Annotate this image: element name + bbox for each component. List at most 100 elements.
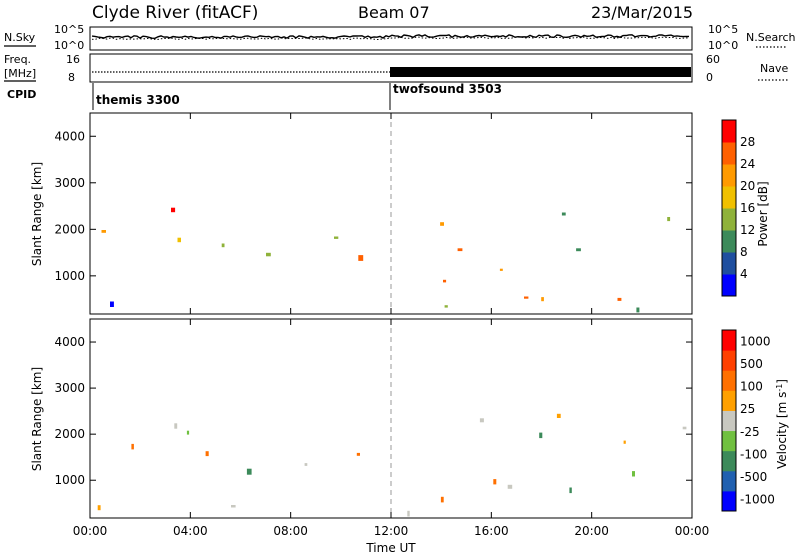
power-x-ticks <box>89 113 693 314</box>
colorbar-tick-label: -1000 <box>740 493 775 507</box>
nsky-tick-high: 10^5 <box>54 23 84 36</box>
scatter-cell <box>101 230 106 233</box>
power-colorbar-label: Power [dB] <box>756 181 770 246</box>
freq-panel: Freq. [MHz] 16 8 60 0 Nave <box>4 53 788 84</box>
colorbar-segment <box>722 470 736 492</box>
nave-tick-low: 0 <box>706 71 713 84</box>
y-tick-label: 1000 <box>54 269 85 283</box>
colorbar-segment <box>722 164 736 187</box>
colorbar-tick-label: -500 <box>740 470 767 484</box>
scatter-cell <box>617 297 622 301</box>
colorbar-tick-label: -100 <box>740 447 767 461</box>
nsearch-tick-high: 10^5 <box>708 23 738 36</box>
colorbar-segment <box>722 490 736 512</box>
scatter-cell <box>576 248 581 252</box>
x-tick-label: 00:00 <box>675 524 710 538</box>
power-y-ticks: 1000 2000 3000 4000 <box>54 129 692 283</box>
nsearch-tick-low: 10^0 <box>708 39 738 52</box>
power-colorbar: 4 8 12 16 20 24 28 <box>721 119 755 297</box>
colorbar-segment <box>722 410 736 432</box>
scatter-cell <box>499 268 503 271</box>
scatter-cell <box>556 413 561 418</box>
colorbar-segment <box>722 390 736 411</box>
y-tick-label: 4000 <box>54 129 85 143</box>
y-tick-label: 3000 <box>54 381 85 395</box>
freq-tick-low: 8 <box>68 71 75 84</box>
velocity-colorbar-label: Velocity [m s-1] <box>775 379 789 469</box>
colorbar-tick-label: 8 <box>740 245 748 259</box>
scatter-cell <box>171 207 176 213</box>
scatter-cell <box>358 255 364 261</box>
colorbar-tick-label: 20 <box>740 179 755 193</box>
cpid-panel: CPID themis 3300 twofsound 3503 <box>7 82 502 110</box>
nsky-label: N.Sky <box>4 31 36 44</box>
power-heatmap-cells <box>101 207 671 313</box>
y-tick-label: 2000 <box>54 427 85 441</box>
colorbar-frame <box>721 119 737 297</box>
scatter-cell <box>569 487 572 494</box>
scatter-cell <box>457 248 463 252</box>
nave-trace-twofsound <box>390 67 691 77</box>
x-tick-label: 20:00 <box>574 524 609 538</box>
scatter-cell <box>479 418 484 423</box>
x-tick-label: 00:00 <box>73 524 108 538</box>
scatter-cell <box>356 452 360 456</box>
scatter-cell <box>174 423 178 429</box>
cpid-label: CPID <box>7 88 36 101</box>
colorbar-segment <box>722 370 736 391</box>
velocity-panel: 1000 2000 3000 4000 00:00 04:00 08:00 12:00 16:… <box>30 318 789 538</box>
colorbar-segment <box>722 120 736 143</box>
freq-label: Freq. <box>4 53 31 66</box>
velocity-colorbar: 1000 500 100 25 -25 -100 -500 -1000 <box>721 329 775 512</box>
power-panel: 1000 2000 3000 4000 Slant Range [km] 4 8 12 16… <box>30 112 770 315</box>
noise-sky-trace <box>91 34 690 40</box>
scatter-cell <box>539 432 543 439</box>
freq-panel-frame <box>89 53 693 83</box>
colorbar-segment <box>722 208 736 231</box>
noise-panel: N.Sky 10^5 10^0 10^5 10^0 N.Search <box>4 23 796 52</box>
cpid-mode-themis: themis 3300 <box>96 93 180 107</box>
scatter-cell <box>246 468 252 475</box>
colorbar-tick-label: -25 <box>740 425 760 439</box>
scatter-cell <box>541 297 544 302</box>
power-ylabel: Slant Range [km] <box>30 162 44 266</box>
colorbar-tick-label: 4 <box>740 267 748 281</box>
colorbar-segment <box>722 252 736 275</box>
scatter-cell <box>266 252 271 257</box>
station-title: Clyde River (fitACF) <box>92 3 258 23</box>
scatter-cell <box>632 471 635 477</box>
scatter-cell <box>205 451 209 457</box>
colorbar-segment <box>722 450 736 472</box>
scatter-cell <box>440 222 444 226</box>
beam-title: Beam 07 <box>358 3 430 22</box>
colorbar-segment <box>722 274 736 297</box>
colorbar-tick-label: 1000 <box>740 334 771 348</box>
x-tick-label: 08:00 <box>273 524 308 538</box>
colorbar-segment <box>722 230 736 253</box>
colorbar-tick-label: 16 <box>740 201 755 215</box>
scatter-cell <box>221 243 225 248</box>
y-tick-label: 2000 <box>54 222 85 236</box>
nsearch-label: N.Search <box>746 31 796 44</box>
freq-unit-label: [MHz] <box>4 67 36 80</box>
velocity-heatmap-cells <box>97 413 687 517</box>
y-tick-label: 3000 <box>54 176 85 190</box>
x-axis-label: Time UT <box>365 541 416 554</box>
colorbar-tick-label: 25 <box>740 402 755 416</box>
scatter-cell <box>444 305 448 308</box>
scatter-cell <box>231 505 236 508</box>
colorbar-segment <box>722 142 736 165</box>
scatter-cell <box>493 479 497 485</box>
scatter-cell <box>110 301 114 307</box>
scatter-cell <box>667 217 671 222</box>
colorbar-segment <box>722 350 736 371</box>
y-tick-label: 4000 <box>54 335 85 349</box>
scatter-cell <box>561 212 566 216</box>
date-title: 23/Mar/2015 <box>591 3 693 22</box>
scatter-cell <box>131 443 134 450</box>
velocity-y-ticks: 1000 2000 3000 4000 <box>54 335 692 487</box>
scatter-cell <box>407 510 410 517</box>
scatter-cell <box>440 496 444 503</box>
nave-label: Nave <box>760 62 788 75</box>
